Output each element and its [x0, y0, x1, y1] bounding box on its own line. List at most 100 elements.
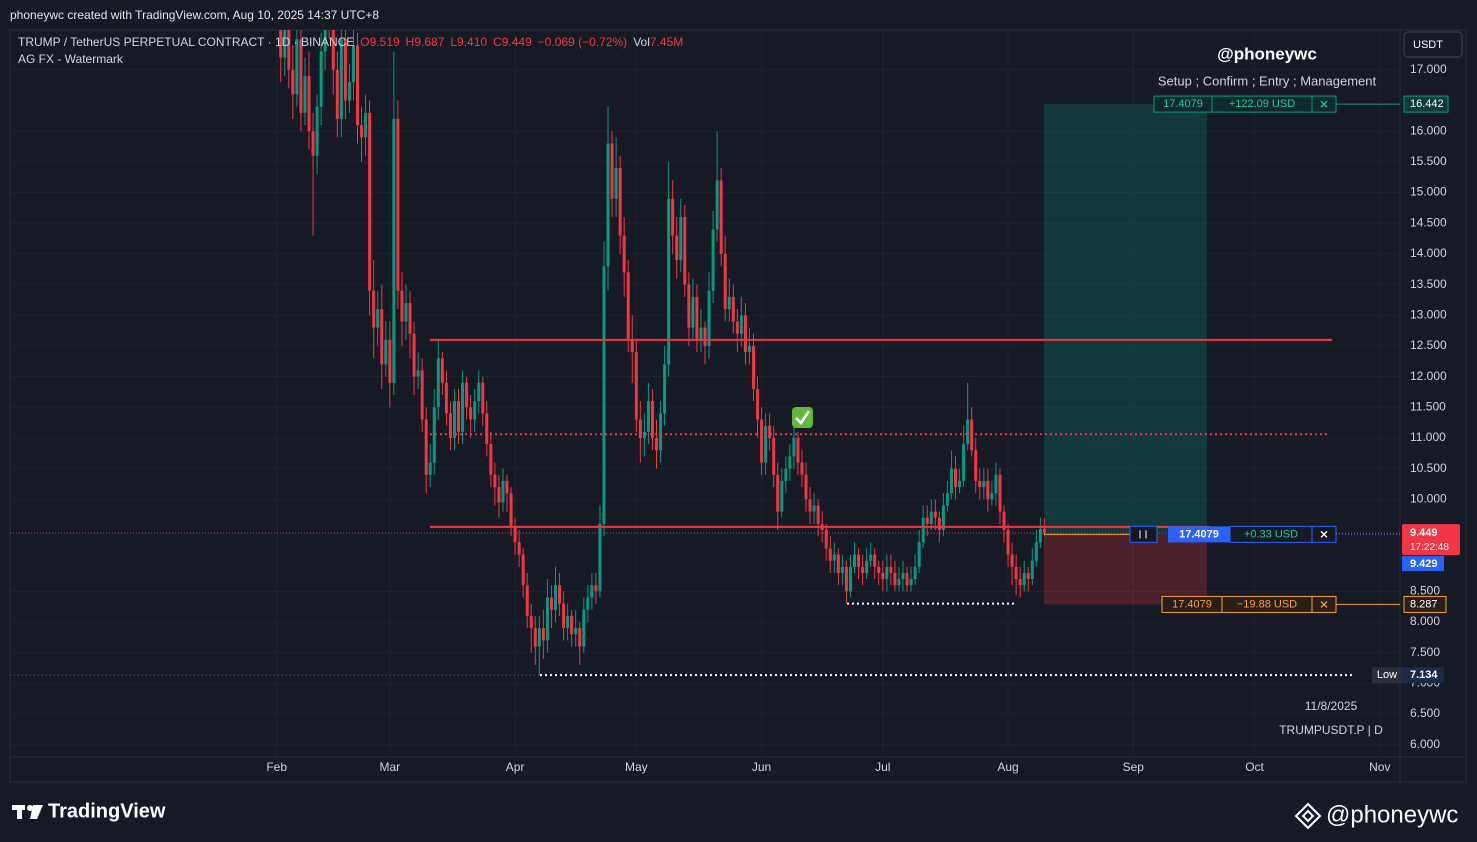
candle-body	[715, 180, 719, 230]
y-tick-label: 15.500	[1410, 154, 1447, 168]
candle-body	[828, 548, 832, 561]
stop-qty: 17.4079	[1172, 598, 1212, 610]
candle-body	[323, 30, 327, 52]
candle-body	[469, 407, 473, 420]
y-tick-label: 11.500	[1410, 399, 1446, 413]
candle-body	[602, 266, 606, 524]
close-icon	[1320, 100, 1328, 108]
candle-body	[533, 628, 537, 647]
candle-body	[788, 456, 792, 469]
candle-body	[335, 69, 339, 119]
y-tick-label: 11.000	[1410, 430, 1446, 444]
candle-body	[521, 554, 525, 586]
candle-body	[311, 131, 315, 156]
candle-body	[683, 217, 687, 285]
candle-body	[319, 51, 323, 107]
candle-body	[1042, 528, 1046, 534]
watermark-ticker: TRUMPUSDT.P | D	[1279, 723, 1383, 737]
candle-body	[889, 566, 893, 573]
legend: TRUMP / TetherUS PERPETUAL CONTRACT · 1D…	[18, 35, 683, 49]
candle-body	[432, 407, 436, 463]
candle-body	[606, 143, 610, 267]
candle-body	[905, 572, 909, 586]
candle-body	[303, 76, 307, 113]
candle-body	[287, 30, 291, 70]
candle-body	[945, 493, 949, 506]
candle-body	[816, 505, 820, 524]
x-tick-label: Sep	[1123, 760, 1145, 774]
target-label-box	[1153, 95, 1337, 113]
candle-body	[1002, 511, 1006, 531]
stop-pnl: −19.88 USD	[1237, 598, 1297, 610]
y-tick-label: 10.000	[1410, 492, 1447, 506]
candle-body	[638, 419, 642, 438]
candle-body	[659, 413, 663, 451]
candle-body	[747, 345, 751, 353]
candle-body	[663, 364, 667, 414]
candle-body	[315, 106, 319, 156]
candle-body	[667, 198, 671, 365]
candle-body	[824, 530, 828, 549]
candle-body	[541, 628, 545, 641]
candle-body	[707, 290, 711, 346]
candle-body	[307, 76, 311, 132]
candle-body	[626, 272, 630, 340]
candle-body	[452, 401, 456, 438]
candle-body	[477, 382, 481, 402]
x-tick-label: Apr	[506, 760, 525, 774]
y-tick-label: 14.000	[1410, 246, 1447, 260]
candle-body	[424, 419, 428, 475]
candle-body	[998, 474, 1002, 512]
check-icon	[792, 407, 813, 428]
candle-body	[436, 358, 440, 408]
candle-body	[610, 143, 614, 199]
overlay: 6.0006.5007.0007.5008.0008.50010.00010.5…	[10, 62, 1460, 774]
legend-change: −0.069 (−0.72%)	[537, 35, 628, 49]
candle-body	[711, 229, 715, 291]
tradingview-logo	[12, 805, 43, 819]
candle-body	[485, 413, 489, 445]
candle-body	[921, 517, 925, 543]
entry-icon	[1139, 530, 1147, 539]
stop-price: 8.287	[1410, 598, 1438, 610]
candle-body	[772, 437, 776, 475]
y-tick-label: 15.000	[1410, 185, 1447, 199]
credit-line: phoneywc created with TradingView.com, A…	[10, 8, 380, 22]
candle-body	[675, 235, 679, 261]
candle-body	[986, 480, 990, 500]
entry-qty-box	[1168, 526, 1230, 543]
candle-body	[865, 560, 869, 573]
candle-body	[368, 112, 372, 291]
candle-body	[509, 493, 513, 527]
candle-body	[525, 585, 529, 616]
candle-body	[897, 579, 901, 586]
candle-body	[966, 419, 970, 445]
candle-body	[848, 566, 852, 592]
y-tick-label: 8.000	[1410, 614, 1440, 628]
candle-body	[614, 168, 618, 199]
candle-body	[618, 168, 622, 236]
candle-body	[808, 499, 812, 512]
candle-body	[461, 382, 465, 432]
candle-body	[388, 339, 392, 383]
currency-label[interactable]: USDT	[1413, 39, 1443, 51]
candle-body	[1030, 560, 1034, 580]
candle-body	[958, 480, 962, 488]
candle-body	[937, 517, 941, 531]
candle-body	[784, 468, 788, 481]
candle-body	[1022, 572, 1026, 586]
candle-body	[566, 615, 570, 629]
candle-body	[671, 198, 675, 236]
y-tick-label: 13.500	[1410, 277, 1447, 291]
candle-body	[578, 628, 582, 647]
entry-pnl: +0.33 USD	[1244, 528, 1298, 540]
low-label: Low	[1377, 669, 1397, 681]
y-tick-label: 13.000	[1410, 307, 1447, 321]
candle-body	[703, 327, 707, 346]
candle-body	[743, 315, 747, 353]
target-price: 16.442	[1410, 98, 1444, 110]
currency-button[interactable]	[1403, 31, 1463, 58]
candle-body	[840, 566, 844, 573]
